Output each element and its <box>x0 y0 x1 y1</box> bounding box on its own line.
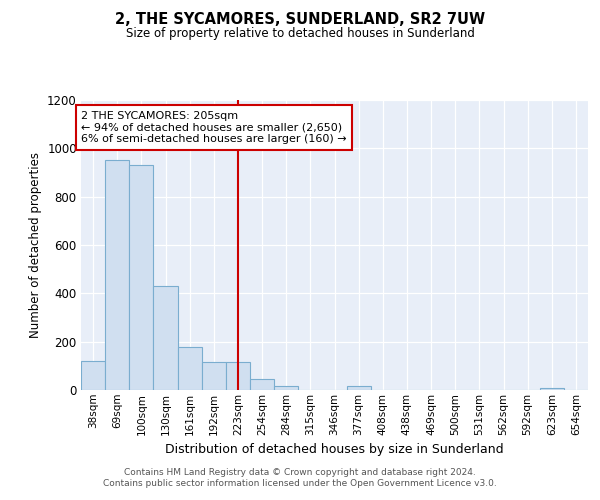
Bar <box>274 386 298 390</box>
Bar <box>154 286 178 390</box>
Bar <box>347 386 371 390</box>
Bar <box>81 361 105 390</box>
Bar <box>226 362 250 390</box>
X-axis label: Distribution of detached houses by size in Sunderland: Distribution of detached houses by size … <box>165 443 504 456</box>
Bar <box>250 378 274 390</box>
Bar <box>105 160 129 390</box>
Text: Size of property relative to detached houses in Sunderland: Size of property relative to detached ho… <box>125 28 475 40</box>
Bar <box>129 165 154 390</box>
Y-axis label: Number of detached properties: Number of detached properties <box>29 152 41 338</box>
Bar <box>540 388 564 390</box>
Text: Contains HM Land Registry data © Crown copyright and database right 2024.
Contai: Contains HM Land Registry data © Crown c… <box>103 468 497 487</box>
Bar <box>178 346 202 390</box>
Text: 2, THE SYCAMORES, SUNDERLAND, SR2 7UW: 2, THE SYCAMORES, SUNDERLAND, SR2 7UW <box>115 12 485 28</box>
Text: 2 THE SYCAMORES: 205sqm
← 94% of detached houses are smaller (2,650)
6% of semi-: 2 THE SYCAMORES: 205sqm ← 94% of detache… <box>81 111 347 144</box>
Bar <box>202 362 226 390</box>
